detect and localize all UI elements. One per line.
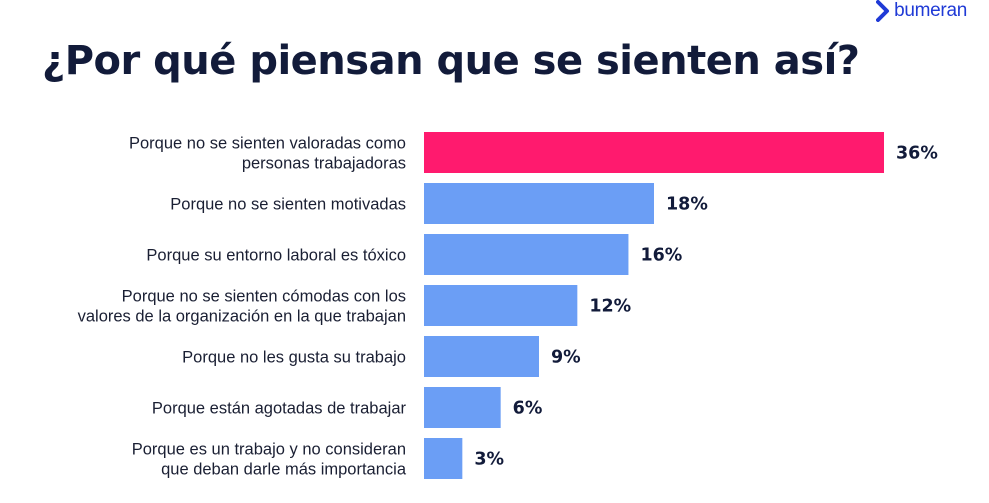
- brand-name: bumeran: [894, 0, 967, 21]
- category-label-line: Porque no se sienten valoradas como: [129, 135, 406, 153]
- category-label-line: Porque no se sienten cómodas con los: [122, 288, 406, 306]
- chart-title: ¿Por qué piensan que se sienten así?: [42, 38, 860, 84]
- category-label-line: Porque su entorno laboral es tóxico: [146, 247, 406, 265]
- bar-6: [424, 387, 501, 428]
- bar-3: [424, 234, 629, 275]
- category-label-7: Porque es un trabajo y no consideran que …: [132, 441, 407, 479]
- category-label-line: valores de la organización en la que tra…: [78, 308, 406, 326]
- category-label-1: Porque no se sienten valoradas como perso…: [129, 135, 406, 173]
- category-label-5: Porque no les gusta su trabajo: [182, 349, 406, 367]
- category-label-line: que deban darle más importancia: [161, 461, 407, 479]
- bumeran-chevron-icon: [876, 0, 890, 22]
- bar-7: [424, 438, 463, 479]
- bar-5: [424, 336, 539, 377]
- category-label-line: Porque no les gusta su trabajo: [182, 349, 406, 367]
- value-label-5: 9%: [551, 348, 581, 368]
- category-label-3: Porque su entorno laboral es tóxico: [146, 247, 406, 265]
- value-label-7: 3%: [474, 450, 504, 470]
- value-label-3: 16%: [640, 246, 682, 266]
- bar-1: [424, 132, 884, 173]
- category-label-line: Porque es un trabajo y no consideran: [132, 441, 406, 459]
- value-label-2: 18%: [666, 195, 708, 215]
- category-label-line: Porque están agotadas de trabajar: [152, 400, 407, 418]
- brand-logo: bumeran: [876, 0, 967, 22]
- bar-2: [424, 183, 654, 224]
- category-label-line: personas trabajadoras: [242, 155, 406, 173]
- value-label-6: 6%: [513, 399, 543, 419]
- category-label-6: Porque están agotadas de trabajar: [152, 400, 407, 418]
- category-label-line: Porque no se sienten motivadas: [170, 196, 406, 214]
- value-label-4: 12%: [589, 297, 631, 317]
- bar-4: [424, 285, 578, 326]
- value-label-1: 36%: [896, 144, 938, 164]
- category-label-4: Porque no se sienten cómodas con los valo…: [78, 288, 406, 326]
- category-label-2: Porque no se sienten motivadas: [170, 196, 406, 214]
